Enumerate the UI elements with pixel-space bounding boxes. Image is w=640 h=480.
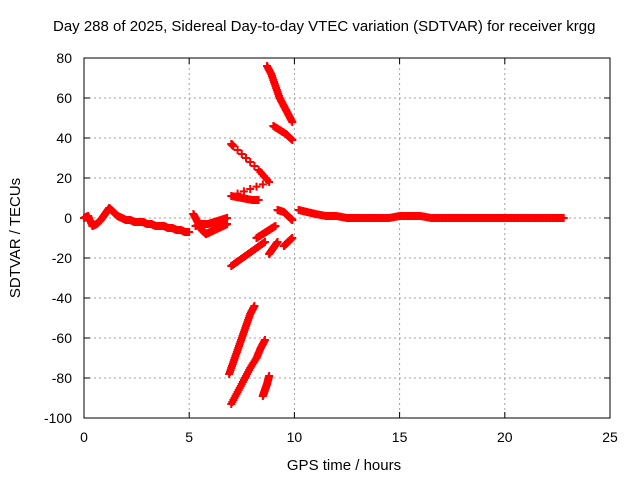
data-point [233,146,242,154]
data-point [271,222,280,230]
data-point [246,158,255,166]
grid-lines [84,58,610,418]
data-point [288,118,297,126]
data-point [239,187,248,196]
data-point [288,136,297,144]
x-tick-label: 15 [392,429,408,445]
y-tick-label: 80 [56,50,72,66]
x-tick-label: 0 [80,429,88,445]
y-tick-label: -100 [44,410,72,426]
data-points [80,62,568,408]
data-point [185,228,194,236]
series-upper-minor [273,206,297,224]
data-point [288,216,297,224]
x-tick-label: 25 [602,429,618,445]
data-point [242,154,251,162]
y-tick-label: -80 [52,370,72,386]
series-steep-down-2 [227,336,269,408]
x-axis-label: GPS time / hours [287,457,401,474]
plot-frame [83,57,611,419]
y-axis-label: SDTVAR / TECUs [7,178,24,298]
y-tick-label: 40 [56,130,72,146]
data-point [254,196,263,204]
data-point [250,302,259,310]
series-steep-down-3 [258,372,274,400]
series-rise-to-zero-4 [279,234,297,250]
axis-ticks: 0 5 10 15 20 25 -100 -80 -60 -40 -20 0 20 40 60 80 [44,50,618,445]
data-point [265,178,274,186]
y-tick-label: 0 [64,210,72,226]
data-point [252,182,261,191]
y-tick-label: -60 [52,330,72,346]
y-tick-label: -40 [52,290,72,306]
x-tick-label: 5 [185,429,193,445]
series-upper-arc-2 [269,122,297,144]
data-point [559,214,568,222]
chart-title: Day 288 of 2025, Sidereal Day-to-day VTE… [53,18,596,35]
data-point [265,372,274,380]
series-near-zero-late [294,206,568,222]
x-tick-label: 10 [287,429,303,445]
series-near-zero-early [80,204,194,236]
data-point [258,180,267,189]
series-steep-down-1 [225,302,259,378]
data-point [223,214,232,222]
data-point [260,238,269,246]
series-rise-to-zero-2 [252,222,280,242]
series-pass-5-7-upper [191,214,232,230]
series-rise-to-zero-1 [227,238,269,270]
data-point [229,142,238,150]
y-tick-label: 20 [56,170,72,186]
series-upper-arc-1 [263,62,297,126]
y-tick-label: -20 [52,250,72,266]
x-tick-label: 20 [497,429,513,445]
data-point [237,150,246,158]
data-point [260,336,269,344]
series-rise-to-zero-3 [265,238,282,258]
y-tick-label: 60 [56,90,72,106]
series-upper-isolated [227,140,274,204]
data-point [250,162,259,170]
data-point [273,238,282,246]
data-point [288,234,297,242]
data-point [246,185,255,193]
